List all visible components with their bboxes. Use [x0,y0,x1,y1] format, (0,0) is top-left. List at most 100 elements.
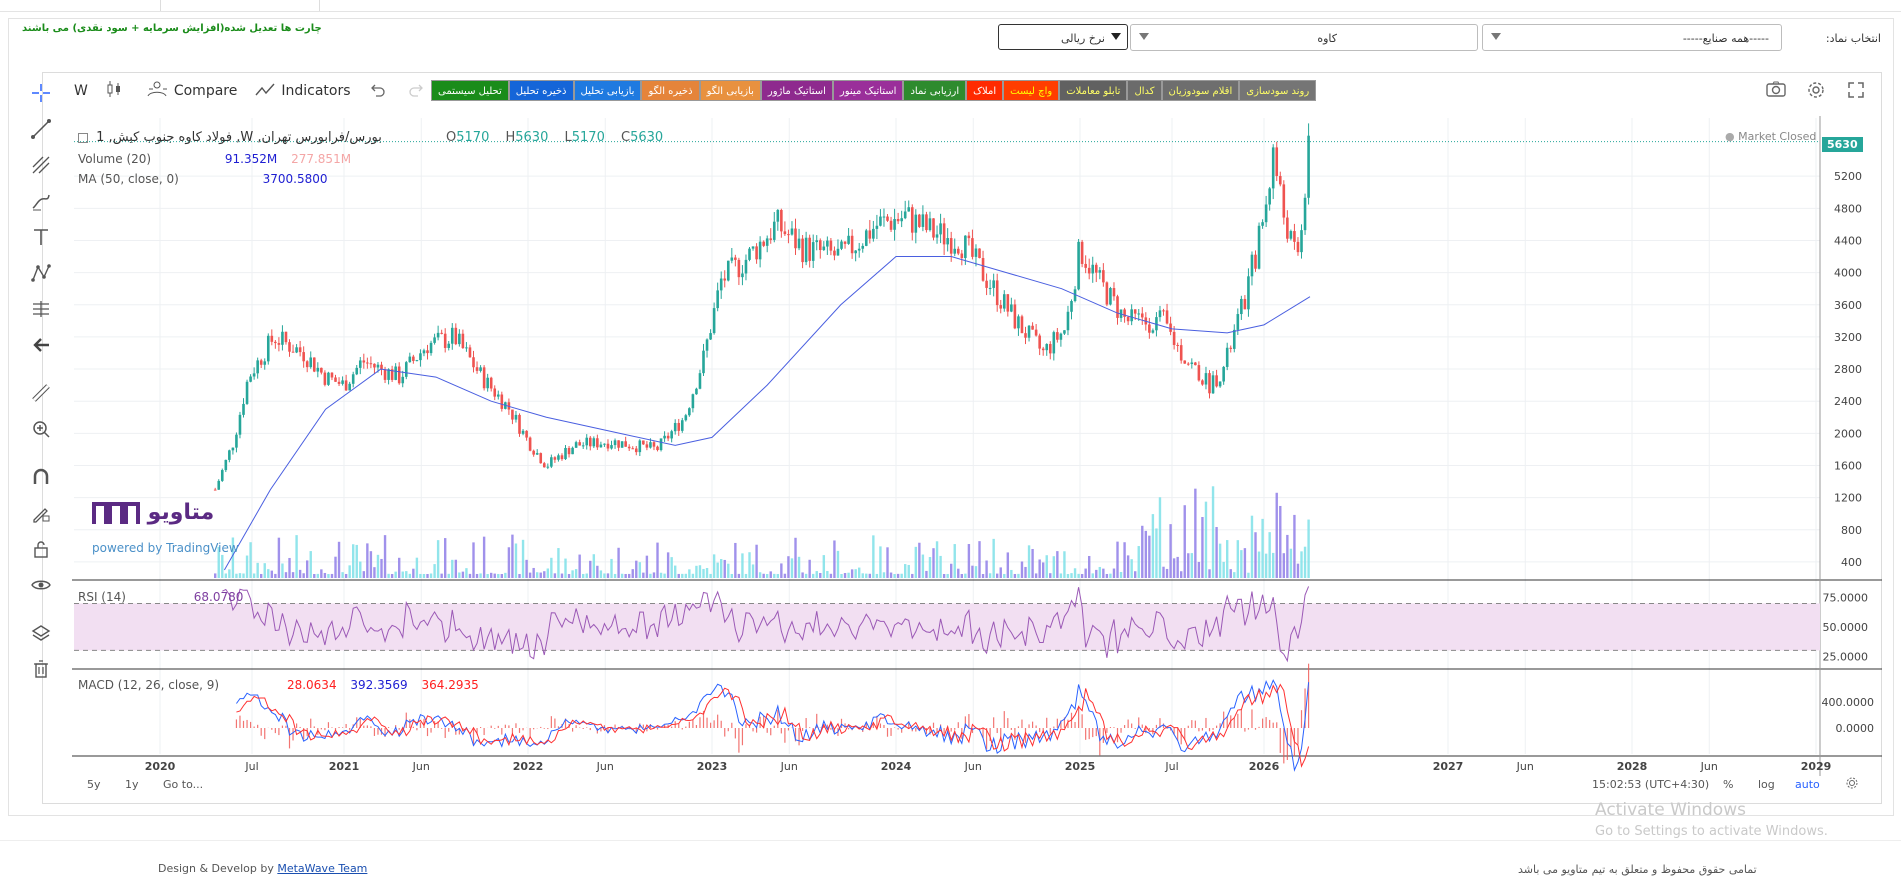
percent-toggle[interactable]: % [1723,778,1734,791]
compare-button[interactable]: Compare [146,81,237,101]
eye-icon[interactable] [28,574,54,600]
price-chart[interactable]: 400 800 1200 1600 2000 2400 2800 3200 3600 4000 44… [72,116,1882,776]
trash-icon[interactable] [28,658,54,684]
volume-bar [985,560,988,578]
feature-button[interactable]: ارزیابی نماد [903,80,967,101]
volume-bar [235,573,238,578]
candle-body [992,280,995,288]
text-icon[interactable] [28,226,54,252]
volume-bar [298,569,302,578]
fullscreen-icon[interactable] [1846,80,1866,105]
ruler-icon[interactable] [28,382,54,408]
candle-body [1091,264,1095,274]
feature-button[interactable]: استاتیک مینور [832,80,904,101]
candle-body [351,374,355,384]
top-tab[interactable] [160,0,320,11]
candle-body [1172,331,1176,345]
volume-bar [507,547,511,578]
range-1y-button[interactable]: 1y [125,778,139,791]
back-arrow-icon[interactable] [28,334,54,360]
feature-button[interactable]: تحلیل سیستمی [431,80,509,101]
lock-pencil-icon[interactable] [28,502,54,528]
candles-icon [106,80,122,102]
volume-bar [546,568,550,578]
candle-body [1080,241,1084,264]
collapse-icon[interactable] [78,132,88,143]
symbol-select-value: کاوه [1317,32,1337,45]
industry-select[interactable]: -----همه صنایع----- [1482,24,1782,51]
prediction-icon[interactable] [28,298,54,324]
gear-icon[interactable] [1806,80,1826,105]
candle-body [1162,310,1165,312]
pattern-icon[interactable] [28,262,54,288]
candle-body [596,438,599,448]
volume-bar [1052,556,1056,578]
candle-body [581,445,585,447]
crosshair-icon[interactable] [28,82,54,108]
powered-by[interactable]: powered by TradingView [92,541,239,555]
candle-body [309,357,313,368]
settings-gear-icon[interactable] [1845,776,1859,793]
zoom-icon[interactable] [28,418,54,444]
camera-icon[interactable] [1765,80,1787,103]
candle-body [1278,176,1282,185]
volume-bar [758,572,762,578]
volume-bar [1098,566,1102,578]
volume-bar [245,555,249,578]
volume-bar [843,573,847,578]
candle-body [1211,375,1215,394]
y-tick-label: 2000 [1834,427,1862,440]
candle-body [242,403,245,415]
undo-button[interactable] [369,82,391,101]
volume-bar [291,572,295,578]
feature-button[interactable]: ذخیره تحلیل [508,80,574,101]
magnet-icon[interactable] [28,466,54,492]
log-toggle[interactable]: log [1758,778,1775,791]
fib-tool-icon[interactable] [28,154,54,180]
currency-select[interactable]: نرخ ریالی [998,24,1128,50]
volume-bar [691,573,695,578]
redo-button[interactable] [408,82,431,101]
symbol-select[interactable]: کاوه [1130,24,1478,51]
footer-credit: Design & Develop by MetaWave Team [158,862,367,875]
lock-icon[interactable] [28,538,54,564]
feature-button[interactable]: کدال [1127,80,1162,101]
interval-button[interactable]: W [74,83,88,99]
brush-icon[interactable] [28,190,54,216]
volume-bar [242,573,245,578]
candle-body [893,219,896,230]
goto-button[interactable]: Go to... [163,778,204,791]
feature-button[interactable]: تابلو معاملات [1059,80,1128,101]
trend-line-icon[interactable] [28,118,54,144]
feature-button[interactable]: ذخیره الگو [641,80,700,101]
candle-body [1303,197,1307,231]
volume-bar [670,557,673,578]
macd-signal: 364.2935 [421,678,479,692]
volume-bar [543,571,546,578]
volume-bar [373,567,376,578]
candle-body [535,453,539,455]
footer-team-link[interactable]: MetaWave Team [277,862,368,875]
legend-title: 1 ,فولاد کاوه جنوب کیش ,W ,بورس/فرابورس … [96,130,382,145]
range-5y-button[interactable]: 5y [87,778,101,791]
volume-bar [1233,572,1236,578]
candle-type-button[interactable] [106,80,128,102]
feature-button[interactable]: واچ لیست [1003,80,1060,101]
feature-button[interactable]: روند سودسازی [1239,80,1317,101]
feature-button[interactable]: استاتیک ماژور [760,80,833,101]
volume-bar [366,543,369,578]
volume-bar [996,573,999,578]
layers-icon[interactable] [28,622,54,648]
symbol-label: انتخاب نماد: [1825,32,1881,45]
feature-button[interactable]: بازیابی الگو [699,80,761,101]
candle-body [408,356,412,363]
candle-body [755,246,758,260]
auto-toggle[interactable]: auto [1795,778,1820,791]
volume-bar [819,573,822,578]
candle-body [465,347,468,349]
feature-button[interactable]: بازیابی تحلیل [573,80,642,101]
indicators-button[interactable]: Indicators [255,82,351,101]
volume-bar [1038,559,1041,578]
feature-button[interactable]: املاک [966,80,1004,101]
feature-button[interactable]: اقلام سودوزیان [1161,80,1240,101]
